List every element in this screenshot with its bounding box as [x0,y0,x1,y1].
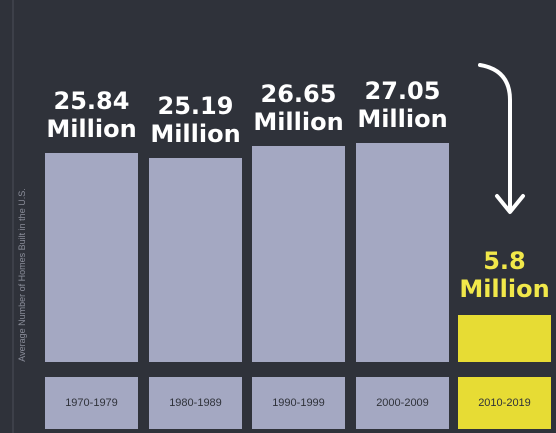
value-label-1990-1999: 26.65 Million [253,80,344,137]
value-label-1980-1989: 25.19 Million [150,91,241,148]
bar-1990-1999 [252,146,345,362]
x-tick-2010-2019: 2010-2019 [458,377,551,429]
x-tick-2000-2009: 2000-2009 [356,377,449,429]
value-label-2000-2009: 27.05 Million [357,76,448,133]
bar-2010-2019 [458,315,551,362]
x-tick-1970-1979: 1970-1979 [45,377,138,429]
bar-1970-1979 [45,152,138,362]
x-tick-1980-1989: 1980-1989 [149,377,242,429]
down-arrow-icon [478,63,525,214]
y-axis-label: Average Number of Homes Built in the U.S… [17,188,27,362]
value-label-2010-2019: 5.8 Million [459,247,550,304]
value-label-1970-1979: 25.84 Million [46,86,137,143]
x-tick-1990-1999: 1990-1999 [252,377,345,429]
bar-2000-2009 [356,142,449,362]
chart-frame [12,0,556,433]
bar-1980-1989 [149,157,242,362]
